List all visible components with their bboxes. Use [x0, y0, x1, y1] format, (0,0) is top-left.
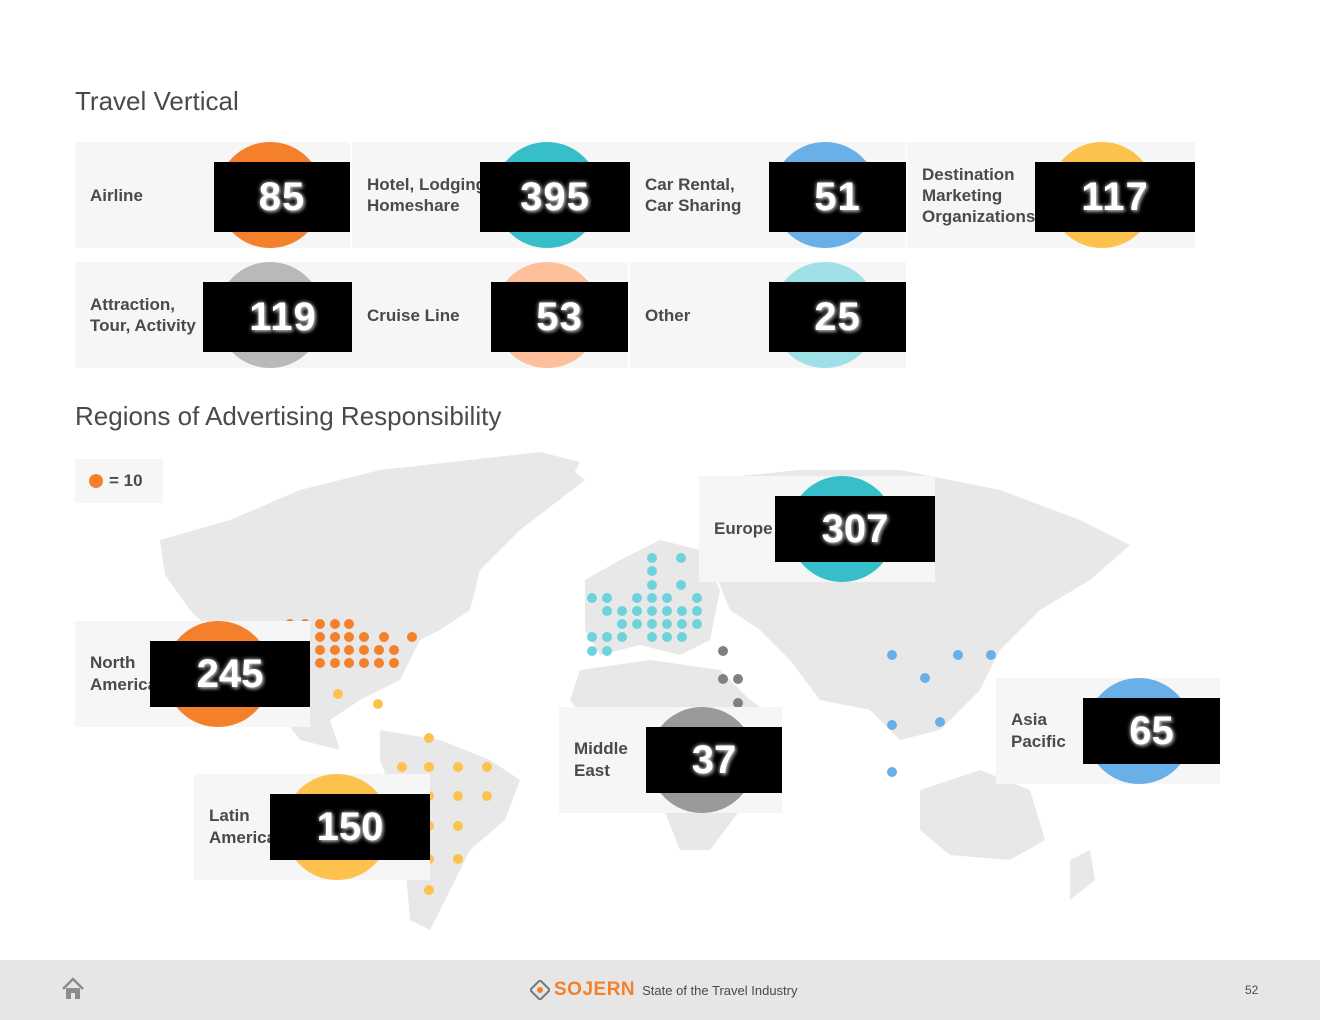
vertical-label: Attraction, Tour, Activity [90, 295, 196, 335]
region-label: Europe [714, 519, 773, 538]
vertical-card-airline: Airline 85 [75, 142, 350, 248]
legend-dot [89, 474, 103, 488]
region-label: Middle East [574, 739, 628, 780]
vertical-label: Cruise Line [367, 305, 460, 325]
region-label: North America [90, 653, 158, 694]
vertical-label: Hotel, Lodging, Homeshare [367, 175, 491, 215]
dots-europe [587, 553, 702, 656]
footer-brand: SOJERN State of the Travel Industry [530, 978, 798, 1002]
brand-subtitle: State of the Travel Industry [642, 982, 798, 998]
vertical-value: 395 [480, 162, 630, 232]
vertical-value: 53 [491, 282, 628, 352]
vertical-card-other: Other 25 [630, 262, 906, 368]
dots-north-america [285, 619, 417, 668]
dots-latin-america [333, 689, 492, 895]
vertical-card-hotel: Hotel, Lodging, Homeshare 395 [352, 142, 630, 248]
sojern-logo-icon [530, 980, 550, 1000]
travel-vertical-title: Travel Vertical [75, 86, 239, 116]
region-label: Asia Pacific [1011, 710, 1066, 751]
region-card-europe: Europe 307 [699, 476, 935, 582]
footer: SOJERN State of the Travel Industry 52 [0, 960, 1320, 1020]
regions-title: Regions of Advertising Responsibility [75, 401, 502, 431]
vertical-value: 119 [203, 282, 363, 352]
vertical-value: 85 [214, 162, 350, 232]
region-value: 307 [775, 496, 935, 562]
vertical-label: Other [645, 305, 691, 325]
region-card-middle-east: Middle East 37 [559, 707, 782, 813]
dots-asia-pacific [887, 650, 996, 777]
vertical-label: Airline [90, 185, 143, 205]
region-card-north-america: North America 245 [75, 621, 310, 727]
region-label: Latin America [209, 806, 277, 847]
page-number: 52 [1245, 983, 1259, 997]
vertical-value: 25 [769, 282, 906, 352]
vertical-value: 117 [1035, 162, 1195, 232]
region-value: 65 [1083, 698, 1220, 764]
home-icon[interactable] [60, 976, 86, 1002]
vertical-label: Destination Marketing Organizations [922, 164, 1036, 226]
region-value: 245 [150, 641, 310, 707]
region-value: 150 [270, 794, 430, 860]
region-value: 37 [646, 727, 782, 793]
vertical-card-dmo: Destination Marketing Organizations 117 [907, 142, 1195, 248]
region-card-latin-america: Latin America 150 [194, 774, 430, 880]
dots-middle-east [718, 646, 743, 708]
brand-name: SOJERN [554, 979, 636, 1000]
map-legend: = 10 [75, 459, 163, 503]
legend-text: = 10 [109, 471, 143, 490]
region-card-asia-pacific: Asia Pacific 65 [996, 678, 1220, 784]
vertical-card-cruise: Cruise Line 53 [352, 262, 628, 368]
vertical-card-car-rental: Car Rental, Car Sharing 51 [630, 142, 906, 248]
vertical-value: 51 [769, 162, 906, 232]
vertical-label: Car Rental, Car Sharing [645, 175, 742, 215]
vertical-card-attraction: Attraction, Tour, Activity 119 [75, 262, 363, 368]
